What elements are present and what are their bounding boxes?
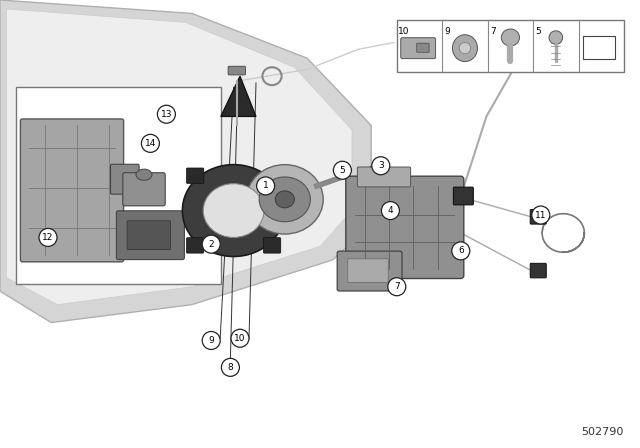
Circle shape <box>221 358 239 376</box>
Text: 8: 8 <box>228 363 233 372</box>
Circle shape <box>388 278 406 296</box>
Text: 14: 14 <box>145 139 156 148</box>
FancyBboxPatch shape <box>530 263 547 278</box>
Ellipse shape <box>246 165 323 234</box>
Text: 5: 5 <box>536 27 541 36</box>
Ellipse shape <box>452 35 477 61</box>
Circle shape <box>257 177 275 195</box>
Text: 10: 10 <box>234 334 246 343</box>
Bar <box>397 20 624 72</box>
Ellipse shape <box>460 43 470 54</box>
Ellipse shape <box>259 177 310 222</box>
FancyBboxPatch shape <box>346 176 464 279</box>
Text: 11: 11 <box>535 211 547 220</box>
FancyBboxPatch shape <box>113 124 162 168</box>
FancyBboxPatch shape <box>111 164 139 194</box>
FancyBboxPatch shape <box>123 173 165 206</box>
Circle shape <box>39 228 57 246</box>
FancyBboxPatch shape <box>186 168 204 183</box>
Circle shape <box>452 242 470 260</box>
FancyBboxPatch shape <box>417 43 429 52</box>
Circle shape <box>333 161 351 179</box>
Text: 9: 9 <box>445 27 451 36</box>
Ellipse shape <box>182 164 285 256</box>
Ellipse shape <box>549 31 563 44</box>
Polygon shape <box>0 0 371 323</box>
FancyBboxPatch shape <box>116 211 184 259</box>
Ellipse shape <box>204 184 264 237</box>
Text: 9: 9 <box>209 336 214 345</box>
FancyBboxPatch shape <box>20 119 124 262</box>
FancyBboxPatch shape <box>533 42 552 57</box>
Text: 5: 5 <box>340 166 345 175</box>
FancyBboxPatch shape <box>530 210 547 224</box>
Bar <box>16 87 221 284</box>
Text: 1: 1 <box>263 181 268 190</box>
FancyBboxPatch shape <box>264 238 281 253</box>
Circle shape <box>381 202 399 220</box>
FancyBboxPatch shape <box>186 238 204 253</box>
Text: 10: 10 <box>398 27 410 36</box>
FancyBboxPatch shape <box>127 221 171 250</box>
Text: 6: 6 <box>458 246 463 255</box>
Text: 13: 13 <box>161 110 172 119</box>
FancyBboxPatch shape <box>453 187 474 205</box>
Text: 7: 7 <box>394 282 399 291</box>
Text: 4: 4 <box>388 206 393 215</box>
Text: 502790: 502790 <box>582 427 624 437</box>
Ellipse shape <box>275 191 294 208</box>
FancyBboxPatch shape <box>228 66 246 75</box>
Circle shape <box>372 157 390 175</box>
Circle shape <box>231 329 249 347</box>
Circle shape <box>141 134 159 152</box>
Circle shape <box>157 105 175 123</box>
Polygon shape <box>6 9 352 305</box>
FancyBboxPatch shape <box>348 259 388 282</box>
Circle shape <box>532 206 550 224</box>
FancyBboxPatch shape <box>337 251 402 291</box>
Circle shape <box>202 332 220 349</box>
FancyBboxPatch shape <box>357 167 411 187</box>
Polygon shape <box>221 76 256 116</box>
Ellipse shape <box>501 29 520 46</box>
Circle shape <box>202 235 220 253</box>
Text: 2: 2 <box>209 240 214 249</box>
Text: 7: 7 <box>490 27 496 36</box>
Ellipse shape <box>136 169 152 180</box>
Text: 3: 3 <box>378 161 383 170</box>
FancyBboxPatch shape <box>401 38 436 59</box>
Text: 12: 12 <box>42 233 54 242</box>
Polygon shape <box>583 35 615 59</box>
FancyBboxPatch shape <box>22 154 93 218</box>
